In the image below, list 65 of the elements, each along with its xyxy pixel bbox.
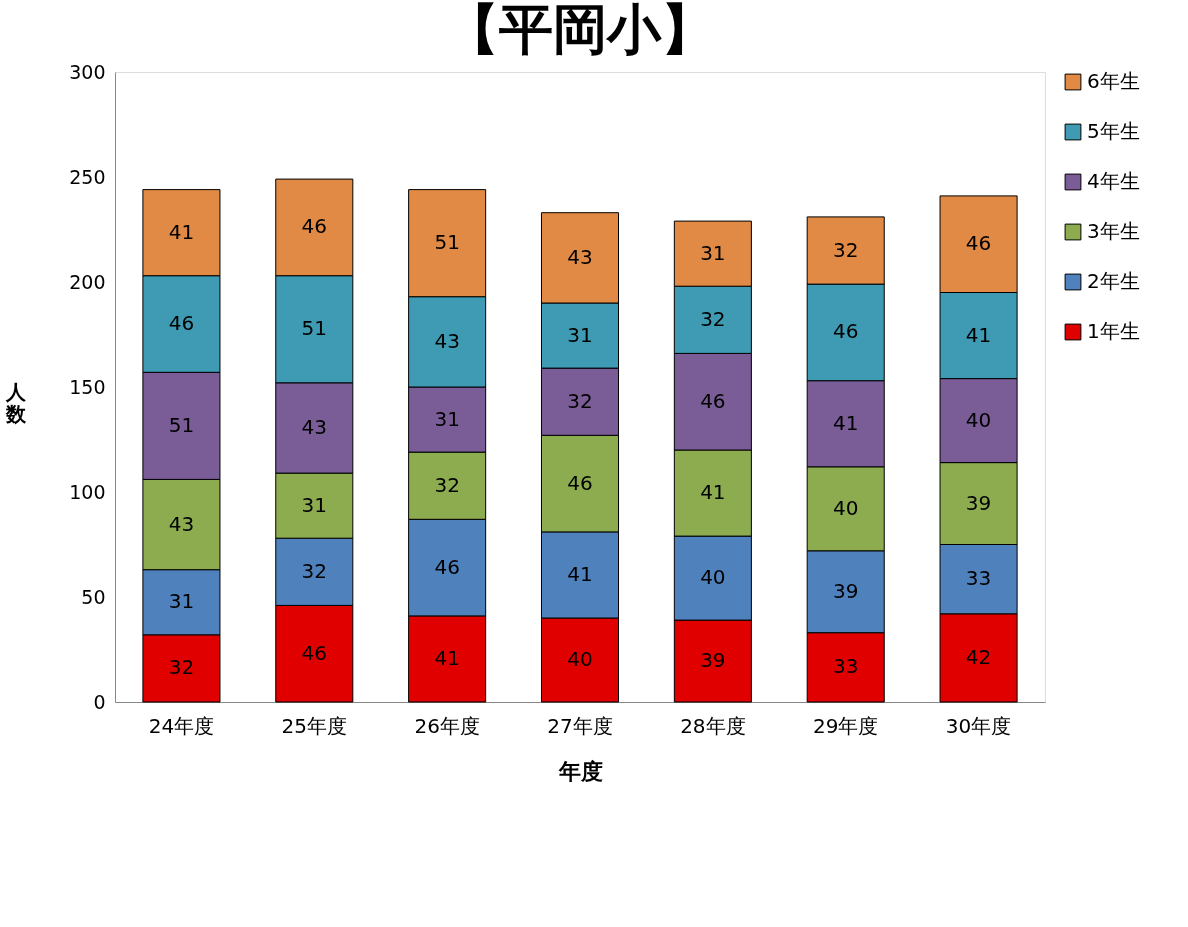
data-label: 32 bbox=[434, 472, 460, 497]
y-tick-label: 0 bbox=[93, 690, 106, 713]
legend-label: 6年生 bbox=[1087, 69, 1140, 93]
x-tick-label: 29年度 bbox=[812, 713, 879, 738]
y-axis-title: 人数 bbox=[4, 379, 27, 426]
x-tick-label: 27年度 bbox=[547, 713, 613, 738]
chart-title: 【平岡小】 bbox=[445, 0, 715, 61]
y-tick-label: 50 bbox=[81, 585, 106, 608]
data-label: 41 bbox=[832, 410, 859, 435]
data-label: 40 bbox=[832, 495, 859, 520]
data-label: 41 bbox=[700, 480, 726, 505]
legend-label: 3年生 bbox=[1087, 219, 1140, 243]
data-label: 39 bbox=[832, 578, 859, 603]
x-tick-label: 26年度 bbox=[414, 713, 480, 738]
x-axis-title: 年度 bbox=[557, 758, 603, 784]
data-label: 31 bbox=[567, 322, 593, 347]
data-label: 39 bbox=[965, 490, 992, 515]
legend-label: 2年生 bbox=[1087, 269, 1140, 293]
legend-label: 4年生 bbox=[1087, 169, 1140, 193]
data-label: 31 bbox=[168, 589, 195, 614]
legend-label: 1年生 bbox=[1087, 319, 1140, 343]
data-label: 32 bbox=[567, 388, 593, 413]
data-label: 51 bbox=[434, 230, 460, 255]
data-label: 32 bbox=[700, 306, 726, 331]
y-tick-label: 200 bbox=[69, 270, 106, 293]
data-label: 42 bbox=[965, 644, 992, 669]
data-label: 33 bbox=[965, 566, 992, 591]
x-tick-label: 30年度 bbox=[945, 713, 1012, 738]
data-label: 46 bbox=[965, 231, 992, 256]
x-tick-label: 25年度 bbox=[281, 713, 348, 738]
data-label: 46 bbox=[301, 640, 328, 665]
data-label: 31 bbox=[434, 406, 460, 431]
data-label: 41 bbox=[434, 645, 460, 670]
data-label: 31 bbox=[301, 492, 328, 517]
data-label: 46 bbox=[434, 554, 460, 579]
data-label: 46 bbox=[168, 311, 195, 335]
data-label: 46 bbox=[301, 214, 328, 239]
data-label: 40 bbox=[567, 647, 593, 671]
data-label: 31 bbox=[700, 240, 726, 265]
data-label: 41 bbox=[965, 322, 992, 347]
data-label: 46 bbox=[700, 388, 726, 413]
y-tick-label: 250 bbox=[69, 165, 106, 188]
data-label: 33 bbox=[832, 654, 859, 679]
data-label: 46 bbox=[832, 319, 859, 344]
data-label: 43 bbox=[301, 414, 328, 439]
data-label: 43 bbox=[168, 511, 195, 536]
x-tick-label: 24年度 bbox=[148, 713, 215, 738]
data-label: 46 bbox=[567, 470, 593, 495]
data-label: 43 bbox=[567, 244, 593, 269]
data-label: 40 bbox=[700, 565, 726, 590]
data-label: 32 bbox=[168, 655, 195, 680]
y-tick-label: 300 bbox=[69, 60, 106, 83]
data-label: 41 bbox=[567, 561, 593, 586]
data-label: 40 bbox=[965, 407, 992, 432]
data-label: 51 bbox=[168, 412, 195, 437]
data-label: 41 bbox=[168, 219, 195, 244]
data-label: 32 bbox=[832, 237, 859, 262]
y-tick-label: 100 bbox=[69, 480, 106, 503]
data-label: 32 bbox=[301, 558, 328, 583]
y-tick-label: 150 bbox=[69, 375, 106, 398]
data-label: 39 bbox=[700, 648, 726, 673]
data-label: 43 bbox=[434, 328, 460, 353]
x-tick-label: 28年度 bbox=[680, 713, 746, 738]
legend-label: 5年生 bbox=[1087, 119, 1140, 143]
data-label: 51 bbox=[301, 316, 328, 341]
